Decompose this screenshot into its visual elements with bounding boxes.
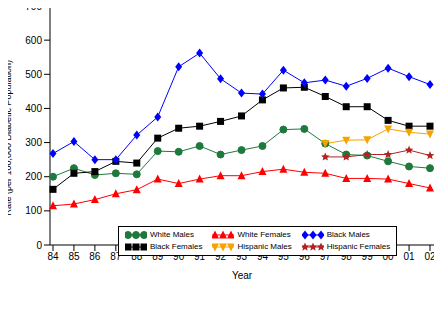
html-text:Hispanic Males: Hispanic Males	[237, 242, 292, 251]
svg-text:86: 86	[89, 251, 101, 262]
svg-text:500: 500	[25, 69, 42, 80]
svg-text:88: 88	[131, 251, 143, 262]
svg-text:600: 600	[25, 35, 42, 46]
svg-text:0: 0	[36, 240, 42, 251]
svg-text:400: 400	[25, 103, 42, 114]
html-text:White Females: White Females	[237, 230, 291, 239]
html-text:White Males: White Males	[150, 230, 194, 239]
svg-text:91: 91	[194, 251, 206, 262]
html-text:Black Males: Black Males	[326, 230, 370, 239]
svg-text:95: 95	[278, 251, 290, 262]
svg-text:90: 90	[173, 251, 185, 262]
svg-text:100: 100	[25, 205, 42, 216]
html-text:Black Females: Black Females	[150, 242, 203, 251]
html-text:Hispanic Females: Hispanic Females	[326, 242, 391, 251]
svg-text:01: 01	[403, 251, 415, 262]
svg-text:200: 200	[25, 171, 42, 182]
svg-text:02: 02	[424, 251, 434, 262]
svg-text:84: 84	[47, 251, 59, 262]
svg-text:92: 92	[215, 251, 227, 262]
svg-text:93: 93	[236, 251, 248, 262]
svg-text:89: 89	[152, 251, 164, 262]
svg-text:Year: Year	[232, 270, 253, 281]
svg-text:98: 98	[341, 251, 353, 262]
svg-text:99: 99	[362, 251, 374, 262]
svg-text:300: 300	[25, 137, 42, 148]
svg-text:00: 00	[383, 251, 395, 262]
svg-text:700: 700	[25, 8, 42, 12]
svg-text:85: 85	[68, 251, 80, 262]
svg-text:97: 97	[320, 251, 332, 262]
svg-text:Rate (per 100,000 Diabetic Pop: Rate (per 100,000 Diabetic Population)	[8, 60, 13, 216]
svg-text:94: 94	[257, 251, 269, 262]
svg-text:87: 87	[110, 251, 122, 262]
svg-text:96: 96	[299, 251, 311, 262]
